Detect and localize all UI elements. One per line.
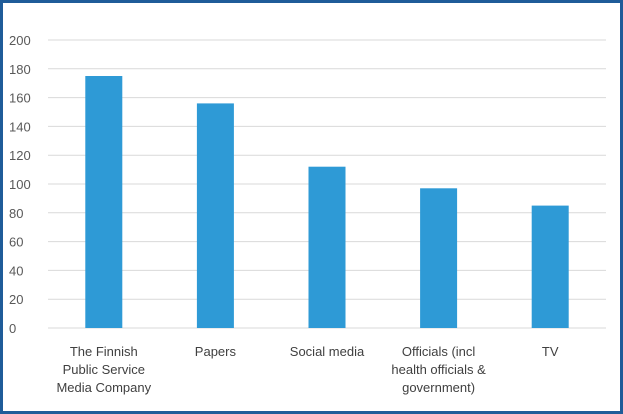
y-tick-label: 120 [9,148,31,163]
x-category-label-line: Papers [195,344,237,359]
y-tick-label: 0 [9,321,16,336]
bar [196,103,234,329]
x-category-label: The Finnish Public Service Media Company [56,344,151,395]
y-tick-label: 200 [9,33,31,48]
y-tick-label: 160 [9,91,31,106]
gridlines [48,39,606,329]
x-category-label: TV [542,344,559,359]
x-category-label-line: The Finnish [70,344,138,359]
y-axis-tick-labels: 0 20 40 60 80 100 120 140 160 180 200 [9,33,31,336]
y-tick-label: 20 [9,292,23,307]
bar [308,166,346,328]
x-category-label-line: Public Service [63,362,145,377]
y-tick-label: 40 [9,263,23,278]
x-axis-category-labels: The Finnish Public Service Media Company Pa… [56,344,558,395]
x-category-label-line: Officials (incl [402,344,476,359]
x-category-label-line: Social media [290,344,365,359]
x-category-label-line: government) [402,380,475,395]
x-category-label-line: health officials & [391,362,486,377]
x-category-label: Social media [290,344,365,359]
y-tick-label: 60 [9,235,23,250]
y-tick-label: 80 [9,206,23,221]
x-category-label-line: TV [542,344,559,359]
y-tick-label: 140 [9,119,31,134]
bar [85,76,123,328]
y-tick-label: 180 [9,62,31,77]
y-tick-label: 100 [9,177,31,192]
x-category-label-line: Media Company [56,380,151,395]
x-category-label: Papers [195,344,237,359]
bars [85,76,569,329]
bar [531,205,569,328]
bar [420,188,458,328]
x-category-label: Officials (incl health officials & governm… [391,344,486,395]
